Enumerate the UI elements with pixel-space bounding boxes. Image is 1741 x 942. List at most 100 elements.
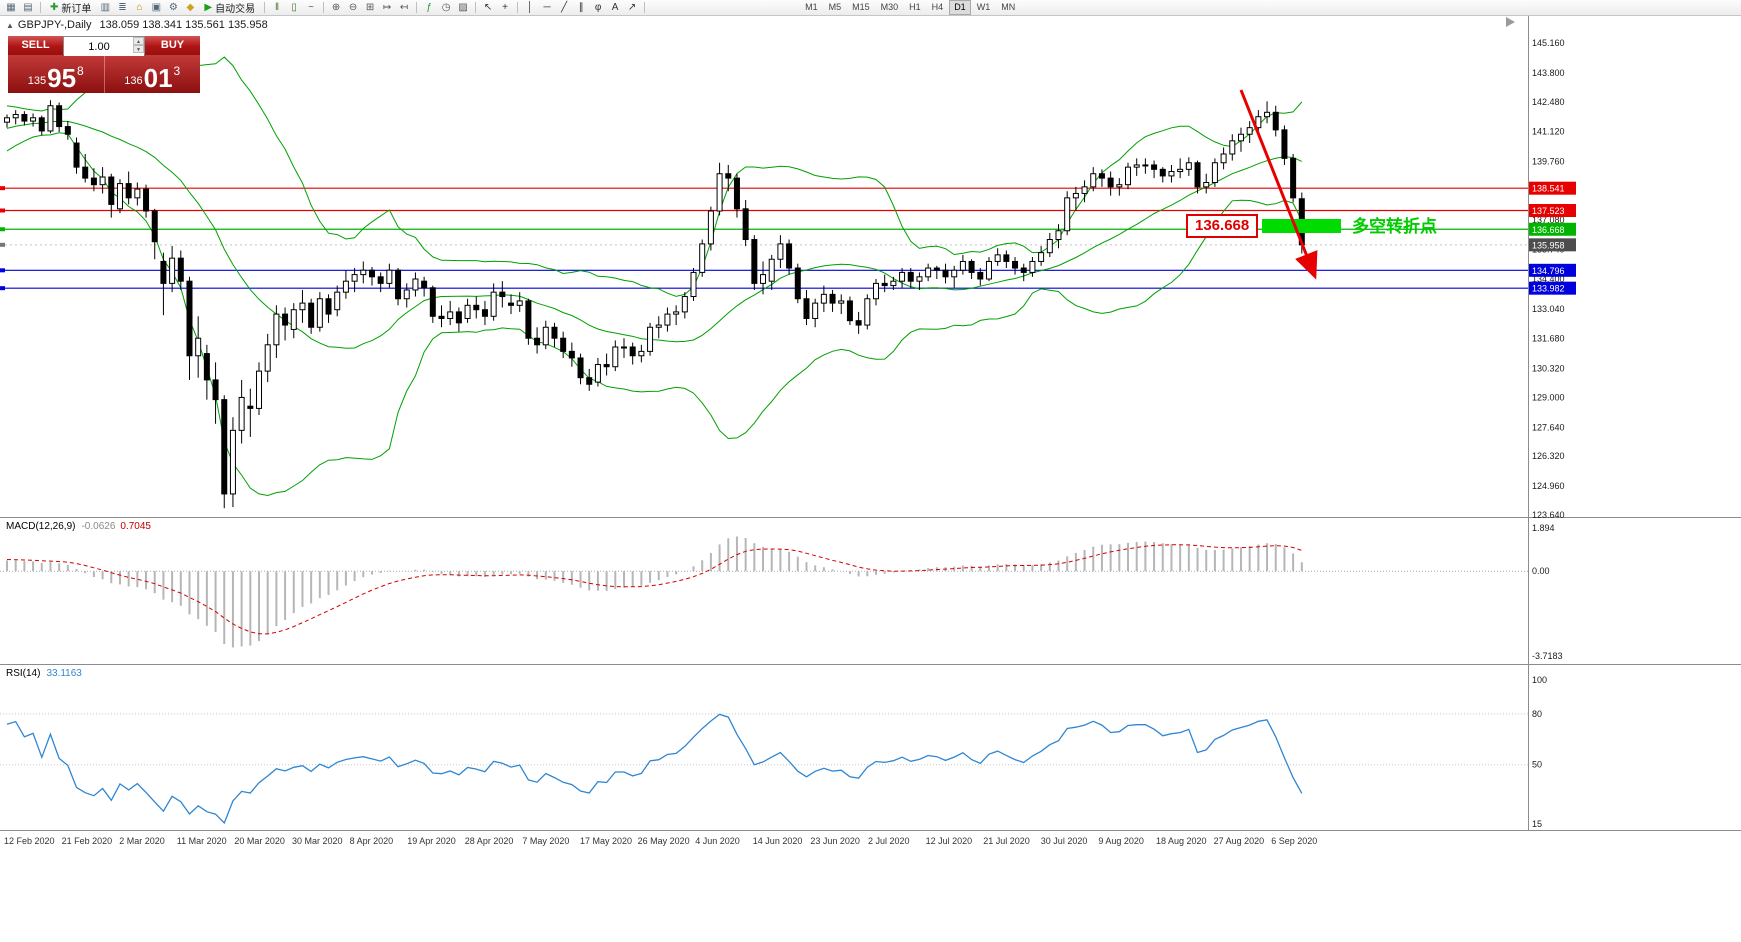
svg-text:137.080: 137.080 xyxy=(1532,215,1565,225)
svg-text:19 Apr 2020: 19 Apr 2020 xyxy=(407,836,456,846)
timeframe-m30-button[interactable]: M30 xyxy=(880,2,899,12)
line-anchor-marker xyxy=(0,208,5,213)
price-badge xyxy=(1529,238,1576,252)
buy-price[interactable]: 136 01 3 xyxy=(105,55,201,93)
svg-text:141.120: 141.120 xyxy=(1532,127,1565,137)
new-order-button[interactable]: ✚ 新订单 xyxy=(45,1,96,15)
volume-input[interactable] xyxy=(64,38,144,56)
turning-zone-highlight[interactable] xyxy=(1262,219,1341,233)
chart-shift-icon[interactable]: ↤ xyxy=(399,1,409,13)
svg-text:14 Jun 2020: 14 Jun 2020 xyxy=(753,836,803,846)
svg-text:27 Aug 2020: 27 Aug 2020 xyxy=(1214,836,1265,846)
svg-text:142.480: 142.480 xyxy=(1532,97,1565,107)
svg-text:2 Mar 2020: 2 Mar 2020 xyxy=(119,836,165,846)
svg-text:134.796: 134.796 xyxy=(1532,266,1565,276)
terminal-icon[interactable]: ▣ xyxy=(151,1,162,13)
timeframe-w1-button[interactable]: W1 xyxy=(976,2,991,12)
channel-icon[interactable]: ∥ xyxy=(578,1,584,13)
data-window-icon[interactable]: ≣ xyxy=(118,1,127,13)
metaeditor-icon[interactable]: ◆ xyxy=(186,1,195,13)
timeframe-h1-button[interactable]: H1 xyxy=(909,2,921,12)
periods-icon[interactable]: ◷ xyxy=(441,1,451,13)
trend-arrow[interactable] xyxy=(1239,89,1318,280)
svg-text:4 Jun 2020: 4 Jun 2020 xyxy=(695,836,740,846)
line-anchor-marker xyxy=(0,268,5,273)
navigator-icon[interactable]: ⌂ xyxy=(136,1,143,13)
toolbar-separator xyxy=(40,2,41,13)
svg-text:80: 80 xyxy=(1532,709,1542,719)
scroll-to-end-icon[interactable] xyxy=(1506,17,1515,27)
timeframe-m1-button[interactable]: M1 xyxy=(805,2,818,12)
one-click-collapse-icon[interactable]: ▲ xyxy=(6,21,14,30)
timeframe-mn-button[interactable]: MN xyxy=(1001,2,1016,12)
macd-name: MACD(12,26,9) xyxy=(6,521,76,532)
price-badge xyxy=(1529,204,1576,218)
zoom-out-icon[interactable]: ⊖ xyxy=(348,1,358,13)
macd-signal-value: 0.7045 xyxy=(120,521,151,532)
cursor-icon[interactable]: ↖ xyxy=(483,1,493,13)
line-chart-icon[interactable]: ~ xyxy=(308,1,315,13)
vertical-line-icon[interactable]: │ xyxy=(526,1,534,13)
zoom-in-icon[interactable]: ⊕ xyxy=(331,1,341,13)
market-watch-icon[interactable]: ▥ xyxy=(100,1,111,13)
svg-text:137.523: 137.523 xyxy=(1532,206,1565,216)
volume-field: ▲ ▼ xyxy=(63,36,145,56)
svg-text:139.760: 139.760 xyxy=(1532,156,1565,166)
turning-level-price-label[interactable]: 136.668 xyxy=(1186,214,1259,238)
timeframe-d1-button[interactable]: D1 xyxy=(949,0,971,15)
svg-text:123.640: 123.640 xyxy=(1532,510,1565,520)
svg-text:131.680: 131.680 xyxy=(1532,334,1565,344)
profiles-icon[interactable]: ▤ xyxy=(23,1,33,13)
svg-text:2 Jul 2020: 2 Jul 2020 xyxy=(868,836,910,846)
toolbar: ▦ ▤ ✚ 新订单 ▥ ≣ ⌂ ▣ ⚙ ◆ ▶ 自动交易 ‖ ▯ ~ ⊕ ⊖ ⊞ ↦ ↤ ƒ ◷ ▨ ↖ + │ ─ ╱ ∥ φ A ↗ M1 M… xyxy=(0,0,1741,16)
svg-text:135.958: 135.958 xyxy=(1532,240,1565,250)
trendline-icon[interactable]: ╱ xyxy=(561,1,568,13)
volume-decrease-button[interactable]: ▼ xyxy=(133,45,144,53)
horizontal-line-icon[interactable]: ─ xyxy=(543,1,551,13)
volume-increase-button[interactable]: ▲ xyxy=(133,37,144,45)
bar-chart-icon[interactable]: ‖ xyxy=(275,1,280,13)
volume-spinner: ▲ ▼ xyxy=(133,37,144,54)
arrows-icon[interactable]: ↗ xyxy=(627,1,637,13)
sell-price-pips: 95 xyxy=(47,63,77,93)
timeframe-m15-button[interactable]: M15 xyxy=(852,2,870,12)
buy-price-int: 136 xyxy=(124,75,143,87)
strategy-tester-icon[interactable]: ⚙ xyxy=(168,1,178,13)
rsi-indicator-label: RSI(14) 33.1163 xyxy=(6,668,82,679)
new-chart-icon[interactable]: ▦ xyxy=(6,1,16,13)
svg-text:11 Mar 2020: 11 Mar 2020 xyxy=(177,836,227,846)
turning-point-note[interactable]: 多空转折点 xyxy=(1352,217,1437,236)
svg-text:126.320: 126.320 xyxy=(1532,451,1565,461)
text-icon[interactable]: A xyxy=(611,1,619,13)
indicators-icon[interactable]: ƒ xyxy=(426,1,432,13)
svg-text:133.982: 133.982 xyxy=(1532,284,1565,294)
svg-text:18 Aug 2020: 18 Aug 2020 xyxy=(1156,836,1207,846)
svg-text:-3.7183: -3.7183 xyxy=(1532,651,1563,661)
bid-anchor-marker xyxy=(0,242,5,247)
candlesticks xyxy=(4,100,1305,509)
toolbar-separator xyxy=(416,2,418,13)
tile-windows-icon[interactable]: ⊞ xyxy=(365,1,375,13)
toolbar-separator xyxy=(644,2,646,13)
timeframe-h4-button[interactable]: H4 xyxy=(931,2,944,12)
svg-text:9 Aug 2020: 9 Aug 2020 xyxy=(1098,836,1144,846)
svg-text:0.00: 0.00 xyxy=(1532,566,1550,576)
templates-icon[interactable]: ▨ xyxy=(458,1,468,13)
rsi-value: 33.1163 xyxy=(46,668,82,679)
toolbar-separator xyxy=(264,2,266,13)
svg-text:130.320: 130.320 xyxy=(1532,363,1565,373)
line-anchor-marker xyxy=(0,227,5,232)
buy-button[interactable]: BUY xyxy=(145,36,200,55)
sell-button[interactable]: SELL xyxy=(8,36,63,55)
auto-trading-button[interactable]: ▶ 自动交易 xyxy=(199,1,260,15)
svg-text:127.640: 127.640 xyxy=(1532,422,1565,432)
candlestick-chart-icon[interactable]: ▯ xyxy=(291,1,297,13)
svg-text:21 Jul 2020: 21 Jul 2020 xyxy=(983,836,1030,846)
price-badge xyxy=(1529,222,1576,236)
timeframe-m5-button[interactable]: M5 xyxy=(828,2,842,12)
sell-price[interactable]: 135 95 8 xyxy=(8,55,104,93)
auto-scroll-icon[interactable]: ↦ xyxy=(382,1,392,13)
crosshair-icon[interactable]: + xyxy=(502,1,509,13)
fibonacci-icon[interactable]: φ xyxy=(594,1,602,13)
